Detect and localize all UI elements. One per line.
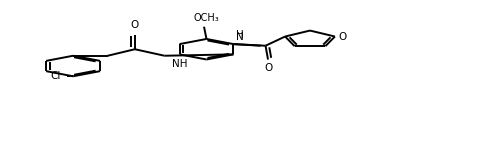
Text: H: H xyxy=(236,30,244,40)
Text: Cl: Cl xyxy=(50,71,61,81)
Text: N: N xyxy=(236,32,244,43)
Text: OCH₃: OCH₃ xyxy=(194,13,219,23)
Text: NH: NH xyxy=(172,59,187,69)
Text: O: O xyxy=(264,63,272,73)
Text: O: O xyxy=(131,21,139,30)
Text: O: O xyxy=(339,31,347,42)
